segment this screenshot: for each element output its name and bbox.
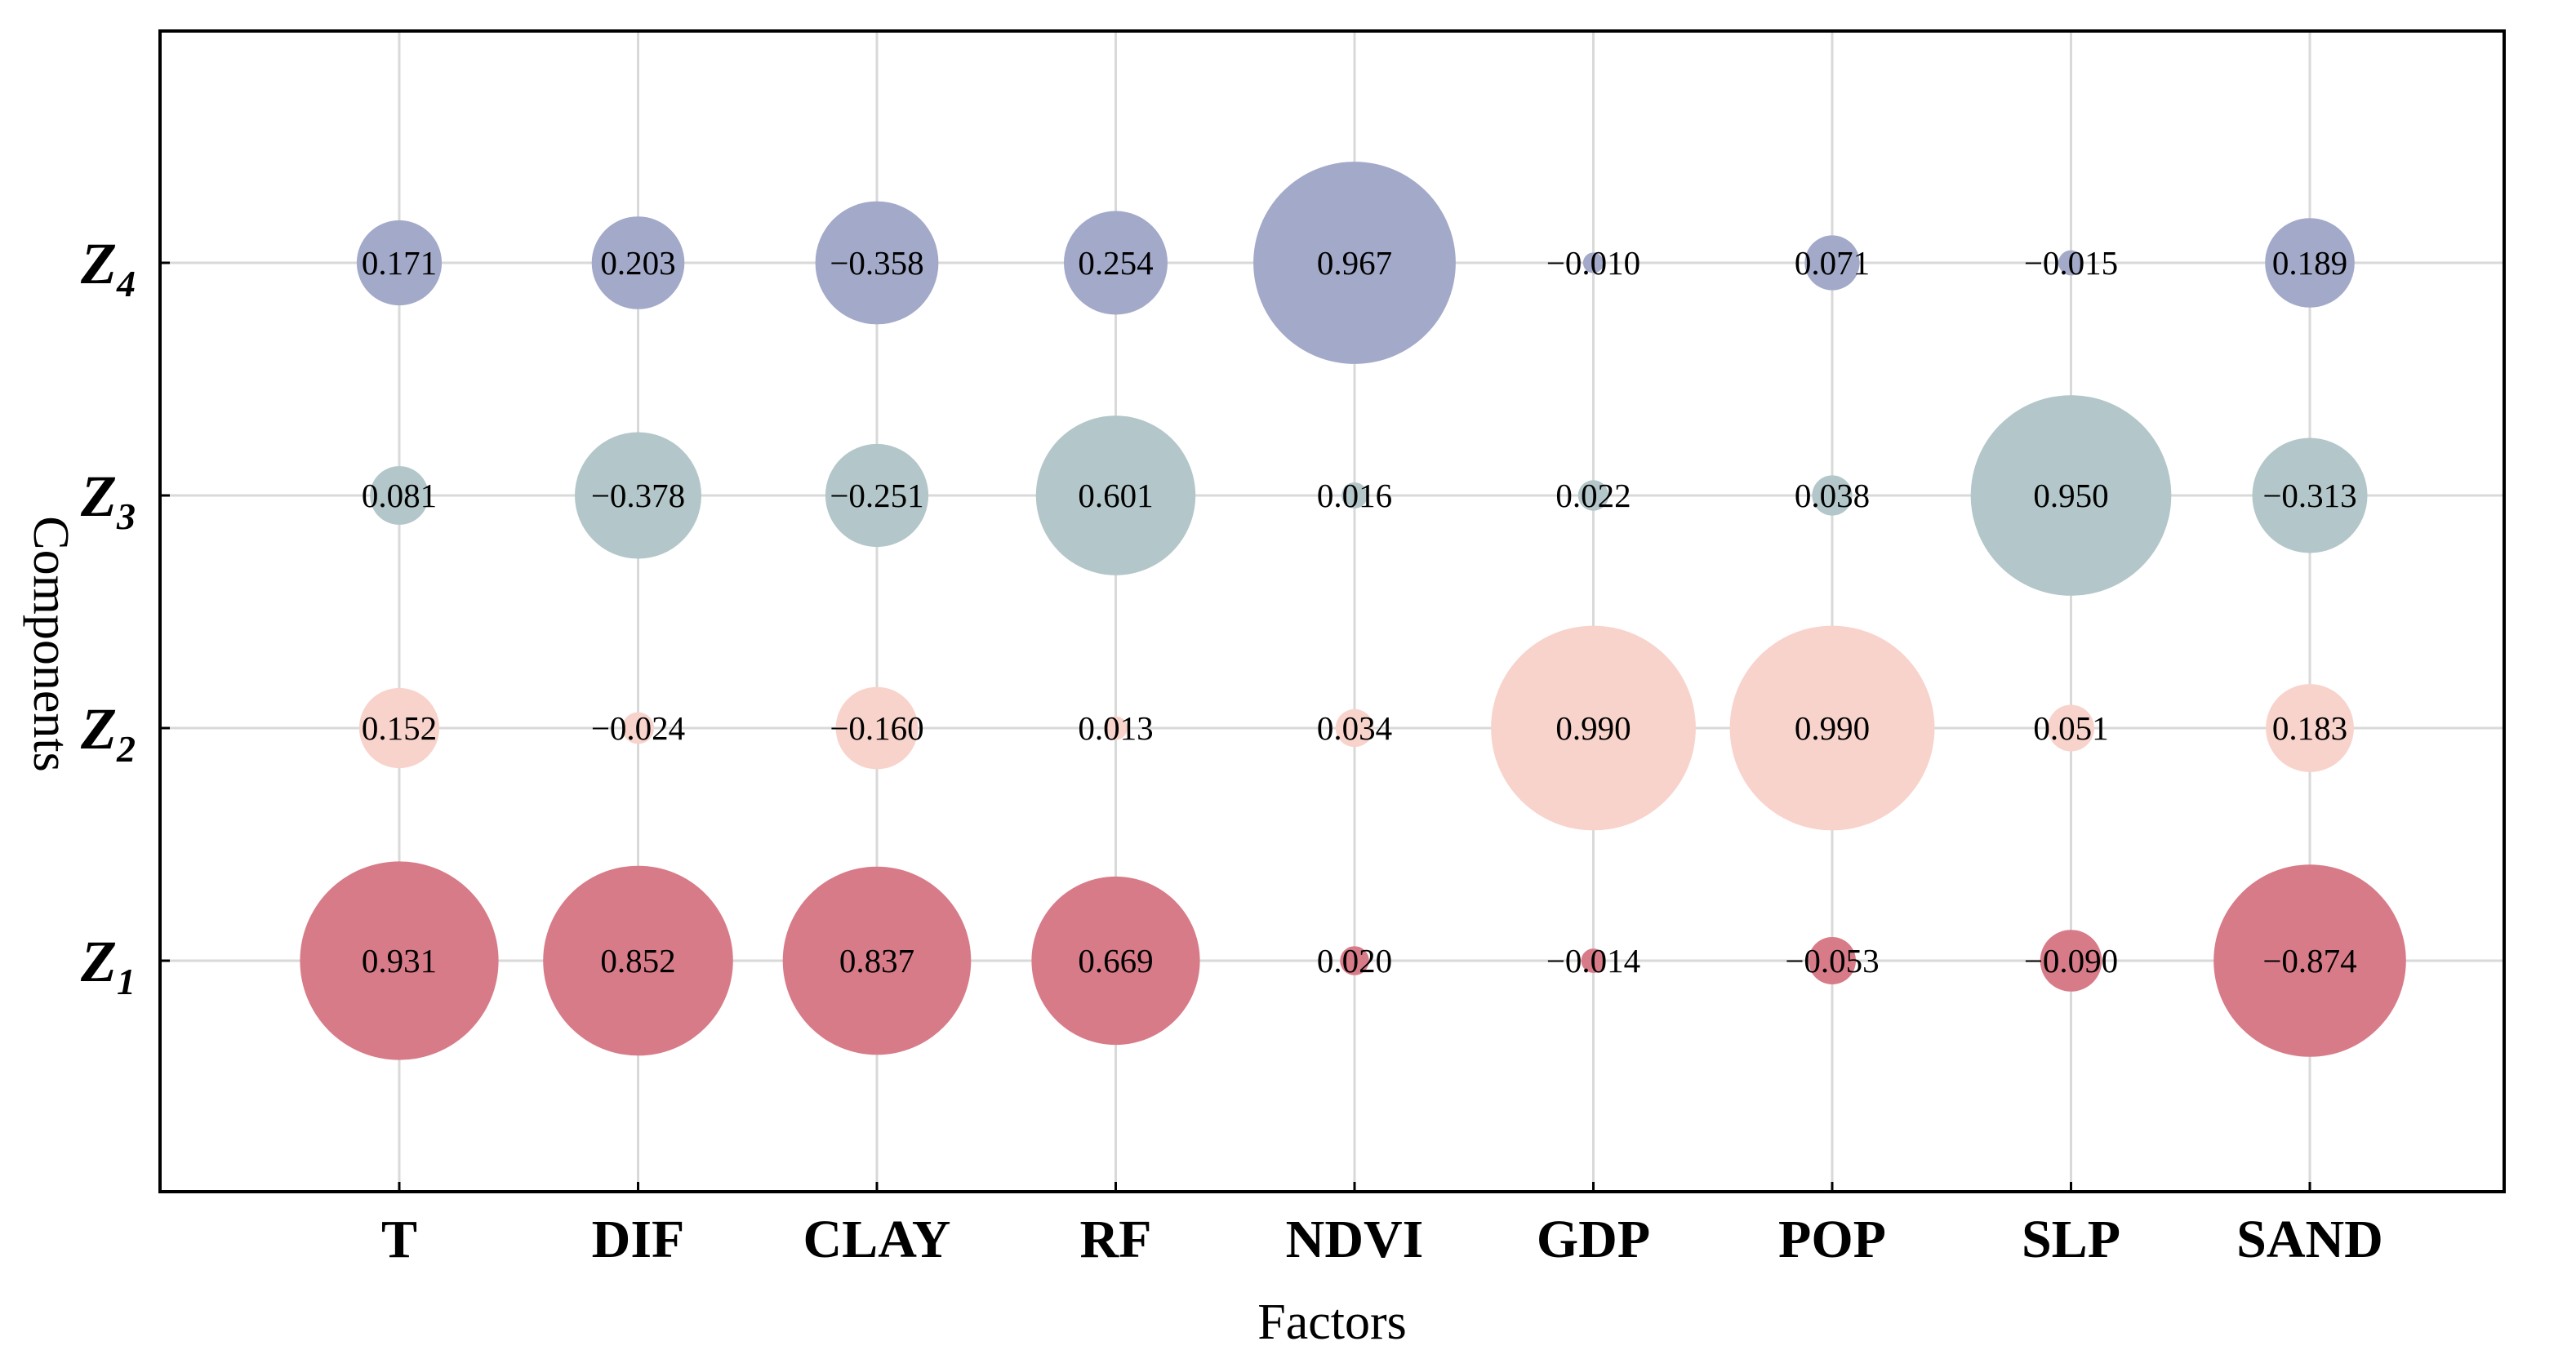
- bubble-z4-clay: [815, 201, 939, 325]
- value-label-z1-slp: −0.090: [2024, 942, 2118, 979]
- value-label-z3-pop: 0.038: [1795, 477, 1870, 514]
- value-label-z2-ndvi: 0.034: [1317, 709, 1392, 747]
- value-label-z2-slp: 0.051: [2033, 709, 2108, 747]
- bubble-z2-clay: [835, 686, 919, 770]
- value-label-z4-pop: 0.071: [1795, 244, 1870, 282]
- bubble-z4-rf: [1064, 211, 1168, 315]
- bubble-z2-dif: [622, 712, 654, 744]
- value-label-z4-gdp: −0.010: [1546, 244, 1640, 282]
- axis-ticks: [160, 261, 2311, 1192]
- y-tick-labels: Z1 Z2 Z3 Z4: [80, 231, 136, 1002]
- bubble-z4-slp: [2058, 250, 2084, 276]
- y-tick-label-z4: Z4: [80, 231, 136, 304]
- value-label-z2-rf: 0.013: [1078, 709, 1153, 747]
- value-label-z1-ndvi: 0.020: [1317, 942, 1392, 979]
- bubble-z2-slp: [2048, 704, 2094, 752]
- bubble-z1-clay: [782, 866, 972, 1055]
- x-tick-label-sand: SAND: [2236, 1210, 2383, 1269]
- y-axis-title: Components: [23, 516, 78, 771]
- value-label-z1-sand: −0.874: [2262, 942, 2356, 979]
- bubble-z4-ndvi: [1253, 162, 1456, 364]
- bubble-z1-pop: [1809, 937, 1856, 984]
- value-label-z1-t: 0.931: [362, 942, 437, 979]
- x-tick-label-gdp: GDP: [1537, 1210, 1650, 1269]
- bubbles: [300, 162, 2406, 1060]
- bubble-z4-pop: [1804, 235, 1860, 291]
- bubble-z3-t: [370, 466, 429, 525]
- y-tick-label-z3: Z3: [80, 464, 136, 537]
- bubble-z1-t: [300, 861, 499, 1060]
- x-tick-label-ndvi: NDVI: [1286, 1210, 1424, 1269]
- bubble-z3-dif: [575, 432, 701, 559]
- value-label-z3-rf: 0.601: [1078, 477, 1153, 514]
- y-tick-label-z1: Z1: [80, 929, 136, 1002]
- value-label-z3-dif: −0.378: [591, 477, 685, 514]
- bubble-z2-t: [358, 687, 440, 769]
- value-label-z3-sand: −0.313: [2262, 477, 2356, 514]
- value-label-z2-sand: 0.183: [2272, 709, 2347, 747]
- x-tick-label-rf: RF: [1080, 1210, 1152, 1269]
- value-label-z2-pop: 0.990: [1795, 709, 1870, 747]
- bubble-z3-gdp: [1577, 480, 1609, 511]
- value-label-z2-gdp: 0.990: [1555, 709, 1631, 747]
- bubble-z4-t: [356, 220, 443, 306]
- x-axis-title: Factors: [1257, 1295, 1407, 1350]
- value-label-z1-rf: 0.669: [1078, 942, 1153, 979]
- plot-frame: [158, 29, 2506, 1193]
- value-label-z4-clay: −0.358: [830, 244, 923, 282]
- value-label-z3-ndvi: 0.016: [1317, 477, 1392, 514]
- bubble-z2-pop: [1729, 625, 1935, 831]
- bubble-z2-sand: [2266, 684, 2354, 772]
- value-label-z3-t: 0.081: [362, 477, 437, 514]
- value-label-z4-t: 0.171: [362, 244, 437, 282]
- value-label-z1-gdp: −0.014: [1546, 942, 1640, 979]
- bubble-z3-sand: [2252, 437, 2368, 553]
- bubble-z2-ndvi: [1335, 708, 1374, 748]
- value-label-z3-slp: 0.950: [2033, 477, 2108, 514]
- bubble-z1-slp: [2040, 930, 2102, 992]
- value-labels: 0.931 0.852 0.837 0.669 0.020 −0.014 −0.053 −0.…: [362, 244, 2357, 979]
- bubble-z3-clay: [825, 443, 929, 548]
- bubble-z4-dif: [591, 216, 685, 309]
- bubble-z1-gdp: [1581, 948, 1606, 973]
- bubble-z1-rf: [1031, 876, 1200, 1046]
- value-label-z4-rf: 0.254: [1078, 244, 1153, 282]
- bubble-z3-slp: [1970, 395, 2172, 596]
- x-tick-label-slp: SLP: [2022, 1210, 2120, 1269]
- value-label-z1-pop: −0.053: [1785, 942, 1879, 979]
- bubble-z2-rf: [1104, 716, 1128, 740]
- x-tick-labels: T DIF CLAY RF NDVI GDP POP SLP SAND: [381, 1210, 2383, 1269]
- value-label-z1-dif: 0.852: [600, 942, 675, 979]
- value-label-z4-ndvi: 0.967: [1317, 244, 1392, 282]
- bubble-z4-sand: [2265, 218, 2355, 308]
- value-label-z4-dif: 0.203: [600, 244, 675, 282]
- bubble-z4-gdp: [1582, 252, 1604, 273]
- bubble-z3-ndvi: [1341, 482, 1368, 509]
- bubble-z1-dif: [543, 865, 733, 1056]
- value-label-z4-slp: −0.015: [2024, 244, 2118, 282]
- y-tick-label-z2: Z2: [80, 696, 136, 770]
- value-label-z3-gdp: 0.022: [1555, 477, 1631, 514]
- bubble-z3-pop: [1812, 475, 1853, 516]
- bubble-z2-gdp: [1491, 625, 1696, 831]
- bubble-z1-ndvi: [1340, 946, 1369, 975]
- x-tick-label-t: T: [381, 1210, 417, 1269]
- x-tick-label-dif: DIF: [592, 1210, 685, 1269]
- value-label-z2-clay: −0.160: [830, 709, 923, 747]
- value-label-z3-clay: −0.251: [830, 477, 923, 514]
- value-label-z2-dif: −0.024: [591, 709, 685, 747]
- bubble-z3-rf: [1035, 415, 1196, 575]
- x-tick-label-pop: POP: [1778, 1210, 1886, 1269]
- value-label-z4-sand: 0.189: [2272, 244, 2347, 282]
- value-label-z1-clay: 0.837: [839, 942, 914, 979]
- bubble-z1-sand: [2213, 864, 2406, 1057]
- value-label-z2-t: 0.152: [362, 709, 437, 747]
- x-tick-label-clay: CLAY: [803, 1210, 951, 1269]
